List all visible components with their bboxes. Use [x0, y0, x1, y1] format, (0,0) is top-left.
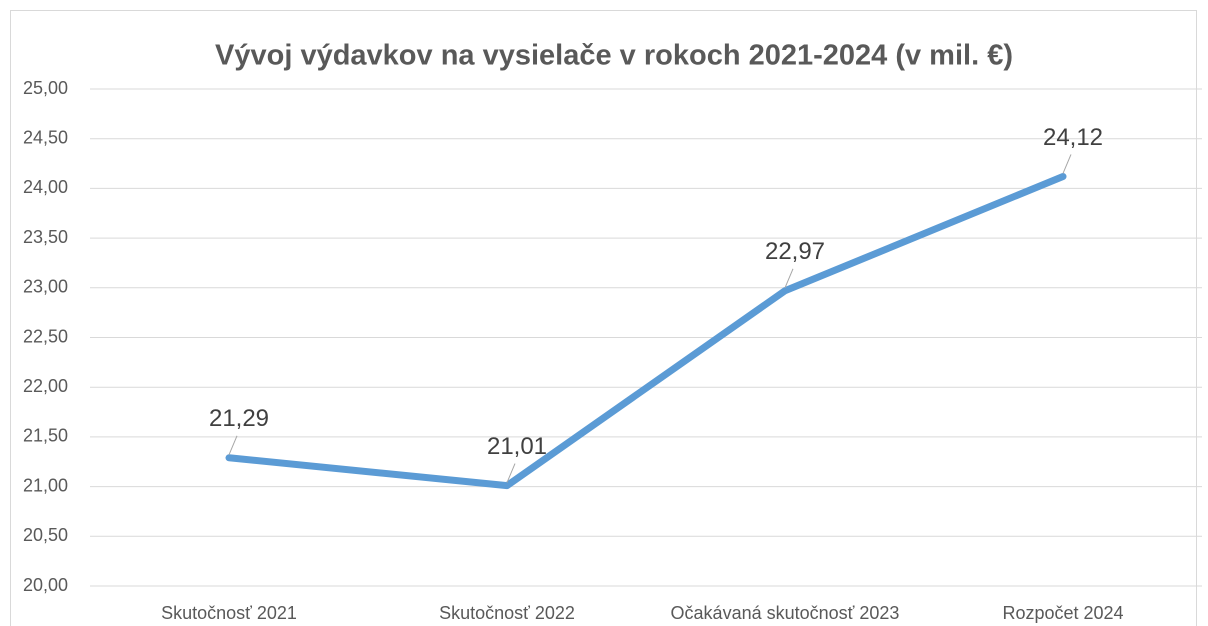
y-tick-label: 22,00 [23, 376, 68, 396]
x-tick-label: Skutočnosť 2022 [439, 603, 575, 623]
data-line [225, 172, 1067, 490]
y-tick-label: 24,50 [23, 127, 68, 147]
x-tick-label: Skutočnosť 2021 [161, 603, 297, 623]
data-label: 21,01 [487, 433, 547, 460]
y-tick-label: 20,50 [23, 525, 68, 545]
data-label: 21,29 [209, 405, 269, 432]
y-tick-label: 21,00 [23, 475, 68, 495]
y-tick-label: 20,00 [23, 575, 68, 595]
y-tick-label: 24,00 [23, 177, 68, 197]
y-tick-label: 23,00 [23, 277, 68, 297]
leader-line [228, 435, 238, 455]
data-label: 22,97 [765, 238, 825, 265]
chart-title: Vývoj výdavkov na vysielače v rokoch 202… [215, 40, 1013, 72]
chart-frame [10, 10, 1197, 626]
x-tick-label: Očakávaná skutočnosť 2023 [671, 603, 900, 623]
data-label: 24,12 [1043, 124, 1103, 151]
y-tick-label: 23,50 [23, 227, 68, 247]
x-tick-label: Rozpočet 2024 [1002, 603, 1123, 623]
y-tick-label: 21,50 [23, 426, 68, 446]
y-tick-label: 22,50 [23, 326, 68, 346]
leader-line [1062, 154, 1072, 174]
leader-line [784, 268, 794, 288]
y-tick-label: 25,00 [23, 78, 68, 98]
leader-line [506, 463, 516, 483]
